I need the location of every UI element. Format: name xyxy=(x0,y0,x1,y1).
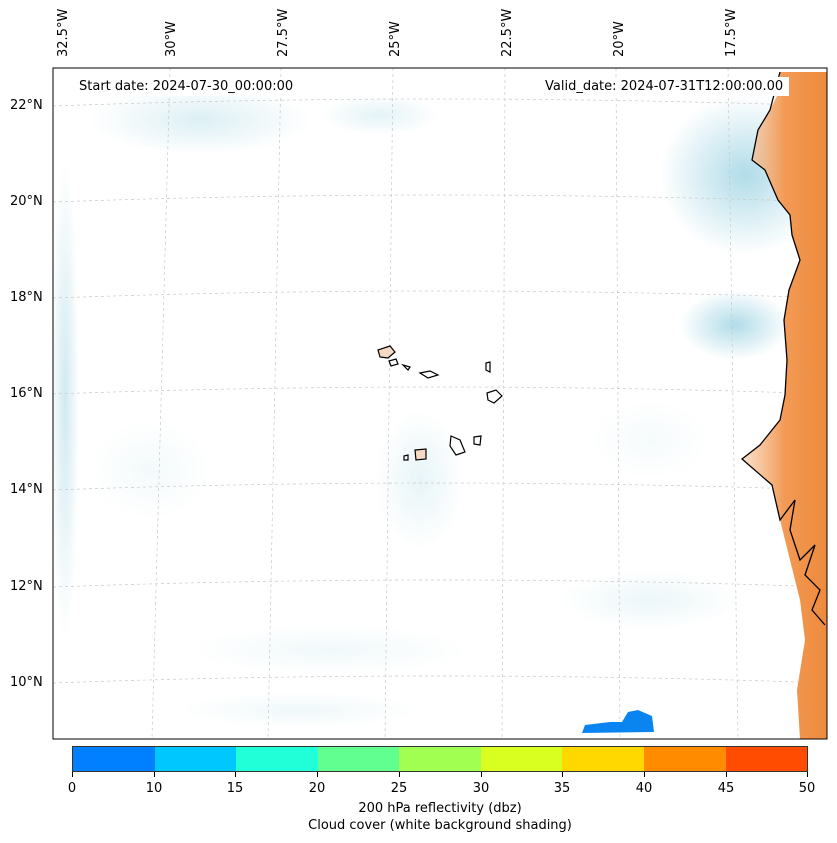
lat-label-22n: 22°N xyxy=(10,98,43,113)
lon-label-20w: 20°W xyxy=(612,21,627,57)
colorbar-tick-label: 20 xyxy=(308,781,326,796)
lat-label-10n: 10°N xyxy=(10,675,43,690)
colorbar-tick xyxy=(72,772,73,777)
colorbar-bin-3 xyxy=(317,747,400,771)
colorbar-tick xyxy=(807,772,808,777)
colorbar-bin-6 xyxy=(562,747,644,771)
lat-label-18n: 18°N xyxy=(10,290,43,305)
start-date-label: Start date: 2024-07-30_00:00:00 xyxy=(73,77,300,96)
colorbar-tick-label: 40 xyxy=(635,781,653,796)
colorbar-bin-5 xyxy=(480,747,563,771)
colorbar-bin-0 xyxy=(73,747,155,771)
lat-label-20n: 20°N xyxy=(10,194,43,209)
cloud-cover-shading xyxy=(53,85,827,728)
lon-label-25w: 25°W xyxy=(388,21,403,57)
lon-label-22-5w: 22.5°W xyxy=(500,8,515,57)
colorbar-tick-label: 15 xyxy=(226,781,244,796)
colorbar-tick-label: 50 xyxy=(798,781,816,796)
graticule xyxy=(53,68,827,739)
colorbar-tick xyxy=(235,772,236,777)
lat-label-14n: 14°N xyxy=(10,482,43,497)
colorbar-tick xyxy=(317,772,318,777)
colorbar-tick xyxy=(644,772,645,777)
lon-label-17-5w: 17.5°W xyxy=(724,8,739,57)
cape-verde-islands xyxy=(377,345,503,461)
colorbar-tick xyxy=(481,772,482,777)
colorbar-tick xyxy=(726,772,727,777)
colorbar-tick-label: 30 xyxy=(472,781,490,796)
colorbar-tick-label: 35 xyxy=(553,781,571,796)
colorbar xyxy=(72,746,808,772)
coastline xyxy=(740,71,826,626)
colorbar-bin-8 xyxy=(725,747,808,771)
colorbar-sublabel: Cloud cover (white background shading) xyxy=(308,818,572,833)
lon-label-30w: 30°W xyxy=(164,21,179,57)
colorbar-label: 200 hPa reflectivity (dbz) xyxy=(358,801,522,816)
valid-date-label: Valid_date: 2024-07-31T12:00:00.00 xyxy=(539,77,790,96)
colorbar-bin-4 xyxy=(399,747,481,771)
lon-label-27-5w: 27.5°W xyxy=(276,8,291,57)
colorbar-tick-label: 45 xyxy=(717,781,735,796)
colorbar-tick xyxy=(399,772,400,777)
colorbar-tick xyxy=(154,772,155,777)
lat-label-16n: 16°N xyxy=(10,386,43,401)
reflectivity-blob xyxy=(582,710,654,733)
map-frame xyxy=(52,67,828,740)
lat-label-12n: 12°N xyxy=(10,579,43,594)
colorbar-bin-1 xyxy=(154,747,237,771)
lon-label-32-5w: 32.5°W xyxy=(56,8,71,57)
colorbar-tick-label: 25 xyxy=(390,781,408,796)
colorbar-tick-label: 0 xyxy=(67,781,77,796)
colorbar-tick xyxy=(562,772,563,777)
colorbar-bin-7 xyxy=(643,747,726,771)
colorbar-tick-label: 10 xyxy=(145,781,163,796)
colorbar-bin-2 xyxy=(236,747,318,771)
